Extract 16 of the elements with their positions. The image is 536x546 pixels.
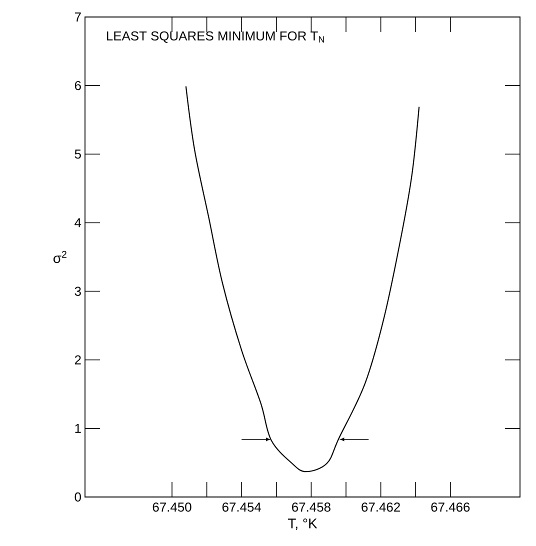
x-tick-label: 67.454 xyxy=(222,502,262,512)
x-tick-label: 67.450 xyxy=(152,502,192,512)
x-axis-title: T, °K xyxy=(288,518,318,530)
y-tick-label: 2 xyxy=(74,355,81,364)
text: LEAST SQUARES MINIMUM FOR T$_{N}$ xyxy=(106,31,324,43)
y-tick-label: 6 xyxy=(74,80,81,90)
y-axis-title: σ$^{2}$ xyxy=(53,250,66,264)
y-tick-label: 7 xyxy=(74,12,81,22)
y-tick-label: 4 xyxy=(74,218,82,228)
y-tick-label: 0 xyxy=(74,492,81,502)
x-tick-label: 67.466 xyxy=(431,502,470,512)
y-tick-label: 3 xyxy=(74,286,81,296)
y-tick-label: 5 xyxy=(74,150,81,159)
x-tick-label: 67.458 xyxy=(292,502,330,512)
y-tick-label: 1 xyxy=(75,424,81,433)
x-tick-label: 67.462 xyxy=(362,502,400,512)
